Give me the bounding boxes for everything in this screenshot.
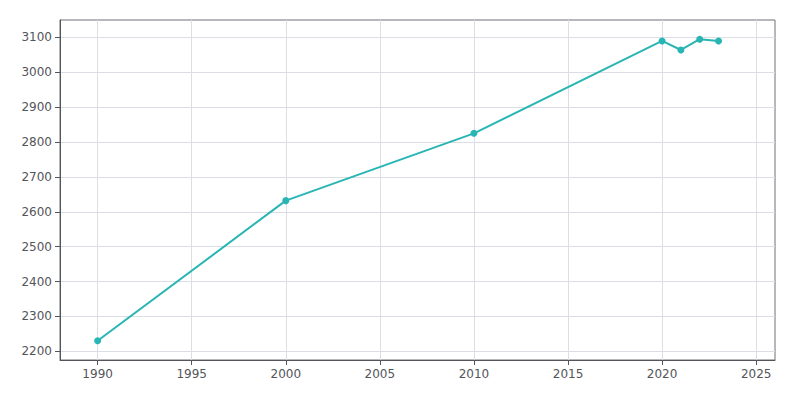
svg-text:2800: 2800 [21, 135, 52, 149]
svg-text:2000: 2000 [271, 367, 302, 381]
svg-text:2600: 2600 [21, 205, 52, 219]
svg-text:2005: 2005 [365, 367, 396, 381]
svg-text:2015: 2015 [553, 367, 584, 381]
svg-text:2300: 2300 [21, 309, 52, 323]
svg-text:3000: 3000 [21, 65, 52, 79]
svg-text:2400: 2400 [21, 275, 52, 289]
svg-text:2900: 2900 [21, 100, 52, 114]
svg-text:1990: 1990 [82, 367, 113, 381]
svg-text:2020: 2020 [647, 367, 678, 381]
svg-text:2025: 2025 [741, 367, 772, 381]
svg-text:3100: 3100 [21, 30, 52, 44]
svg-text:2200: 2200 [21, 344, 52, 358]
svg-text:2500: 2500 [21, 240, 52, 254]
svg-text:2700: 2700 [21, 170, 52, 184]
svg-text:1995: 1995 [176, 367, 207, 381]
svg-text:2010: 2010 [459, 367, 490, 381]
